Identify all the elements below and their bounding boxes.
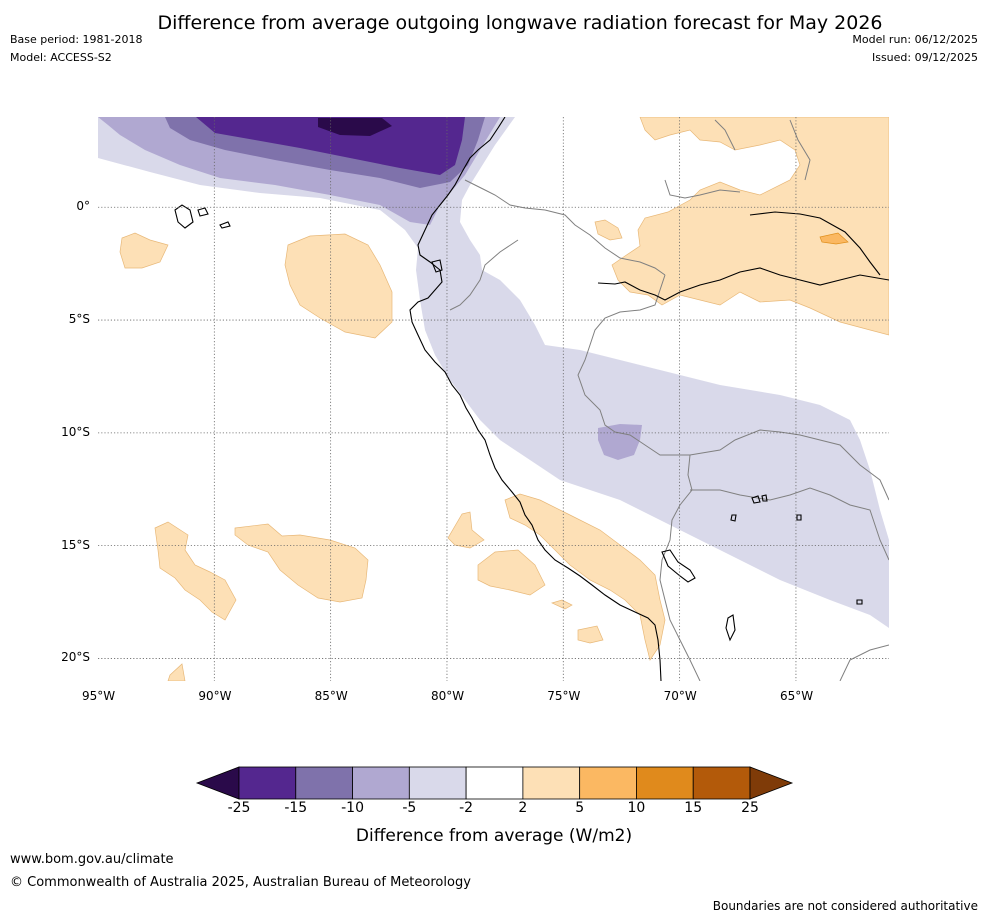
coastline-lake-5 [796,514,802,521]
latitude-tick-label: 0° [76,199,90,214]
coastline-galapagos-3 [219,221,231,229]
coastline-lake-titicaca [661,549,696,583]
coastline-lake-4 [730,514,737,522]
longitude-tick-label: 95°W [82,689,116,703]
colorbar-tick-label: -5 [402,800,417,816]
coastline-amazon-river [597,267,889,301]
anomaly-area-pos2-s3 [234,523,369,603]
anomaly-area-pos2-s1 [447,511,485,549]
anomaly-area-pos5 [819,232,849,245]
colorbar-segment [636,766,694,800]
base-period-text: Base period: 1981-2018 [10,33,143,46]
anomaly-area-pos2-andes-north [594,219,623,241]
coastline-galapagos-1 [174,204,194,229]
colorbar-segment [579,766,637,800]
meta-left: Base period: 1981-2018 Model: ACCESS-S2 [10,31,142,67]
anomaly-area-neg5-peru [598,424,642,460]
colorbar-segment [465,766,524,800]
coastline-lake-1 [725,614,736,642]
anomaly-area-pos2-s5 [551,599,573,610]
colorbar-tick-label: 25 [741,800,759,816]
coastline-south-america [409,117,662,681]
longitude-tick-label: 70°W [663,689,697,703]
colorbar-tick-label: 15 [684,800,703,816]
longitude-tick-label: 75°W [547,689,581,703]
colorbar-tick-label: 5 [575,800,585,816]
colorbar-segment [352,766,410,800]
copyright-text: © Commonwealth of Australia 2025, Austra… [10,875,471,890]
anomaly-area-pos2-w2 [284,233,393,339]
anomaly-area-pos2-s7 [167,663,186,681]
anomaly-area-pos2-w1 [119,232,169,269]
model-run-text: Model run: 06/12/2025 [852,33,978,46]
disclaimer-text: Boundaries are not considered authoritat… [712,899,978,913]
anomaly-area-pos2-peru-coast [504,493,666,661]
longitude-tick-label: 65°W [779,689,814,703]
colorbar-extend-min [195,766,240,800]
coastline-lake-7 [431,259,443,273]
longitude-tick-label: 85°W [314,689,348,703]
coastline-lake-3 [761,494,768,502]
issued-text: Issued: 09/12/2025 [871,51,978,64]
longitude-tick-label: 90°W [198,689,232,703]
coastline-galapagos-2 [197,207,209,217]
latitude-tick-label: 5°S [68,312,90,327]
colorbar-tick-label: -2 [459,800,474,816]
anomaly-area-pos2-s4 [154,521,237,621]
anomaly-area-neg25 [318,118,392,136]
latitude-tick-label: 20°S [61,650,90,665]
anomaly-area-pos2-s6 [577,625,604,644]
colorbar-tick-label: -15 [284,800,308,816]
colorbar-segment [295,766,353,800]
colorbar-tick-label: -10 [341,800,364,816]
colorbar-tick-label: 10 [627,800,646,816]
colorbar-title: Difference from average (W/m2) [355,826,633,846]
anomaly-area-pos2-ne [611,117,889,336]
colorbar-tick-label: 2 [518,800,528,816]
coastline-lake-2 [751,495,761,504]
coastlines [174,117,889,681]
coastline-lake-6 [856,599,863,605]
coastline-rio-negro [749,211,881,276]
colorbar-segment [522,766,581,800]
anomaly-area-neg2 [98,117,889,628]
colorbar-segment [408,766,467,800]
map-title: Difference from average outgoing longwav… [157,12,883,34]
colorbar-segment [238,766,297,800]
meta-right: Model run: 06/12/2025 Issued: 09/12/2025 [852,31,978,67]
longitude-tick-label: 80°W [430,689,465,703]
website-url: www.bom.gov.au/climate [10,852,174,867]
model-text: Model: ACCESS-S2 [10,51,112,64]
colorbar-tick-label: -25 [227,800,251,816]
anomaly-area-pos2-s2 [477,549,546,596]
gridlines [98,117,889,681]
country-boundaries [449,119,889,681]
colorbar-extend-max [749,766,794,800]
latitude-tick-label: 15°S [61,537,90,552]
latitude-tick-label: 10°S [61,424,90,439]
colorbar-segment [692,766,751,800]
